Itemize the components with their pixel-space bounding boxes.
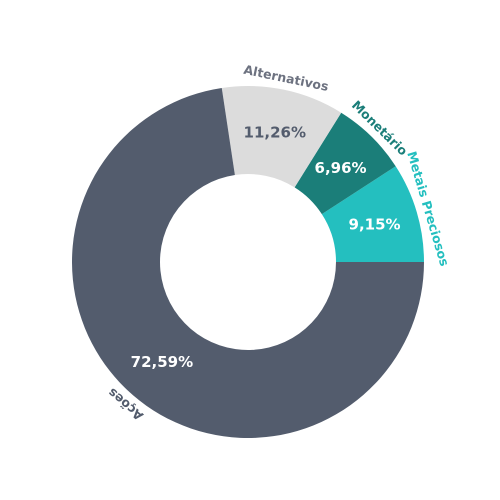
slice-monetario [294, 112, 396, 215]
value-label-alternativos: 11,26% [244, 124, 306, 142]
donut-slices [72, 86, 425, 439]
value-label-monetario: 6,96% [315, 159, 367, 177]
value-label-acoes: 72,59% [131, 353, 193, 371]
value-label-metais-preciosos: 9,15% [349, 216, 401, 234]
slice-metais-preciosos [321, 166, 424, 262]
slice-acoes [72, 87, 425, 439]
slice-alternativos [221, 86, 342, 188]
slice-value-labels: 9,15% 6,96% 11,26% 72,59% [131, 124, 401, 371]
